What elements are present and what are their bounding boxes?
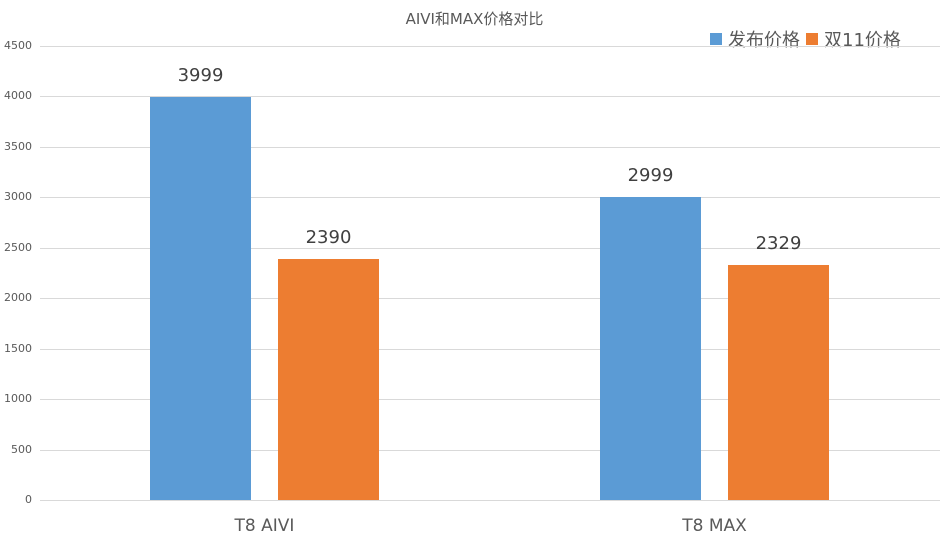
bar [278,258,379,500]
bar [600,197,701,500]
gridline [40,247,940,249]
legend-label: 发布价格 [728,30,800,51]
data-label: 2999 [627,165,674,187]
y-tick-label: 0 [25,493,32,506]
legend-item-release-price: 发布价格 [710,26,800,52]
plot-area: 3999 2390 T8 AIVI 2999 2329 T8 MAX [40,0,940,550]
y-tick-label: 500 [11,442,32,456]
gridline [40,146,940,148]
chart-title: AIVI和MAX价格对比 [405,10,544,28]
y-tick-label: 1000 [4,392,32,406]
data-label: 2390 [305,226,352,248]
gridline [40,96,940,98]
legend-swatch-blue-icon [710,33,722,45]
gridline [40,298,940,300]
bar [728,265,829,500]
y-tick-label: 1500 [4,341,32,355]
x-category-label: T8 MAX [682,516,747,536]
gridline [40,449,940,451]
y-tick-label: 3000 [4,190,32,204]
y-tick-label: 2000 [4,291,32,305]
legend-swatch-orange-icon [806,33,818,45]
gridline [40,348,940,350]
bar [150,96,251,500]
legend: 发布价格 双11价格 [710,26,907,52]
gridline [40,500,940,501]
y-tick-label: 3500 [4,139,32,153]
data-label: 2329 [755,233,802,255]
y-tick-label: 4000 [4,89,32,103]
y-tick-label: 2500 [4,240,32,254]
legend-item-double11-price: 双11价格 [806,26,901,52]
gridline [40,399,940,401]
y-tick-label: 4500 [4,39,32,52]
gridline [40,46,940,47]
x-category-label: T8 AIVI [234,516,295,536]
gridline [40,197,940,199]
legend-label: 双11价格 [824,30,901,51]
data-label: 3999 [177,64,224,86]
